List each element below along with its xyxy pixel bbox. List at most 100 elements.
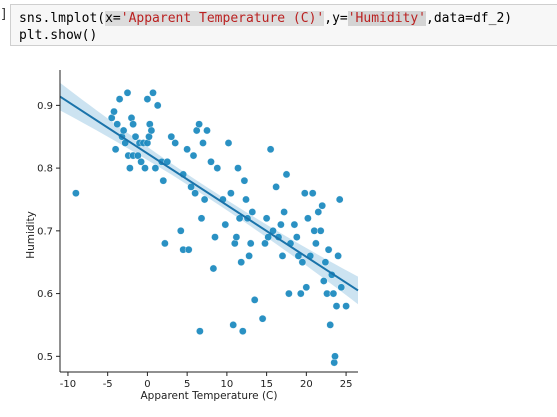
y-tick-label: 0.9 [37, 101, 53, 112]
data-point [235, 214, 244, 223]
data-point [335, 195, 344, 204]
data-point [319, 277, 328, 285]
data-point [258, 314, 267, 323]
data-point [227, 189, 235, 197]
data-point [272, 183, 280, 191]
x-tick-label: 20 [300, 379, 313, 390]
data-point [134, 151, 142, 160]
data-point [324, 245, 333, 254]
data-point [199, 139, 207, 147]
data-point [72, 189, 80, 197]
data-point [159, 176, 168, 185]
x-tick-label: 5 [184, 379, 190, 390]
data-point [187, 183, 195, 191]
data-point [302, 283, 311, 292]
data-point [161, 239, 169, 248]
x-tick-label: 15 [260, 379, 273, 390]
data-point [326, 321, 335, 329]
axes-layer: -10 -5 0 5 10 15 20 25 0.5 0.6 0.7 0.8 0.9 [37, 70, 358, 390]
data-point [296, 289, 305, 298]
data-point [264, 233, 273, 241]
code-cell[interactable]: sns.lmplot(x='Apparent Temperature (C)',… [10, 4, 557, 46]
data-point [262, 214, 271, 223]
data-point [126, 164, 134, 172]
data-point [113, 120, 121, 128]
data-point [278, 252, 287, 260]
code-editor[interactable]: sns.lmplot(x='Apparent Temperature (C)',… [19, 10, 512, 44]
data-point [237, 258, 245, 266]
y-tick-label: 0.6 [37, 289, 53, 300]
data-point [127, 114, 136, 122]
data-point [147, 126, 156, 135]
cell-prompt-marker: ] [0, 7, 8, 22]
data-point [300, 189, 309, 197]
data-point [111, 145, 120, 154]
x-tick-label: 0 [144, 379, 150, 390]
data-point [119, 126, 128, 135]
scatter-plot: -10 -5 0 5 10 15 20 25 0.5 0.6 0.7 0.8 0.9 Apparent … [25, 70, 359, 402]
code-line-1: sns.lmplot(x='Apparent Temperature (C)',… [19, 11, 513, 26]
data-point [221, 220, 230, 229]
data-point [282, 170, 291, 179]
data-point [334, 252, 342, 260]
data-point [266, 145, 275, 154]
y-tick-label: 0.7 [37, 226, 53, 237]
x-axis-label: Apparent Temperature (C) [141, 390, 278, 402]
data-point [329, 289, 338, 298]
data-point [230, 239, 239, 248]
data-point [232, 233, 241, 241]
regression-line [59, 95, 359, 292]
data-point [191, 189, 199, 197]
data-point [277, 220, 285, 229]
data-point [248, 208, 257, 216]
data-point [342, 302, 350, 310]
data-point [330, 358, 339, 367]
regression-line-layer [59, 95, 359, 292]
data-point [246, 239, 255, 248]
data-point [240, 176, 249, 185]
data-point [143, 139, 152, 147]
code-line-2: plt.show() [19, 28, 98, 43]
data-point [195, 120, 203, 128]
x-tick-label: 25 [340, 379, 353, 390]
data-point [183, 145, 191, 154]
data-point [151, 164, 160, 172]
data-point [224, 139, 233, 147]
data-point [123, 89, 132, 97]
data-point [196, 327, 204, 336]
data-point [321, 258, 330, 266]
data-point [234, 164, 242, 172]
x-tick-label: -10 [60, 379, 76, 390]
data-point [245, 252, 253, 260]
data-point [213, 164, 222, 172]
data-point [310, 226, 319, 235]
y-tick-label: 0.5 [37, 352, 53, 363]
data-point [314, 208, 323, 216]
data-point [308, 189, 317, 197]
data-point [337, 283, 346, 292]
points-layer [72, 89, 350, 367]
data-point [312, 239, 320, 248]
data-point [203, 126, 211, 135]
data-point [238, 327, 247, 336]
data-point [200, 195, 209, 204]
data-point [316, 226, 325, 235]
data-point [318, 201, 327, 210]
data-point [242, 195, 250, 204]
data-point [145, 120, 154, 128]
data-point [209, 264, 218, 273]
data-point [149, 89, 157, 97]
data-point [229, 321, 237, 329]
data-point [250, 296, 259, 304]
data-point [292, 233, 301, 241]
data-point [211, 233, 219, 241]
data-point [261, 239, 269, 248]
data-point [331, 352, 339, 361]
y-axis-label: Humidity [25, 211, 37, 259]
data-point [153, 101, 162, 110]
data-point [131, 132, 140, 141]
data-point [129, 120, 137, 128]
data-point [137, 158, 145, 166]
data-point [171, 139, 179, 147]
data-point [189, 151, 198, 160]
